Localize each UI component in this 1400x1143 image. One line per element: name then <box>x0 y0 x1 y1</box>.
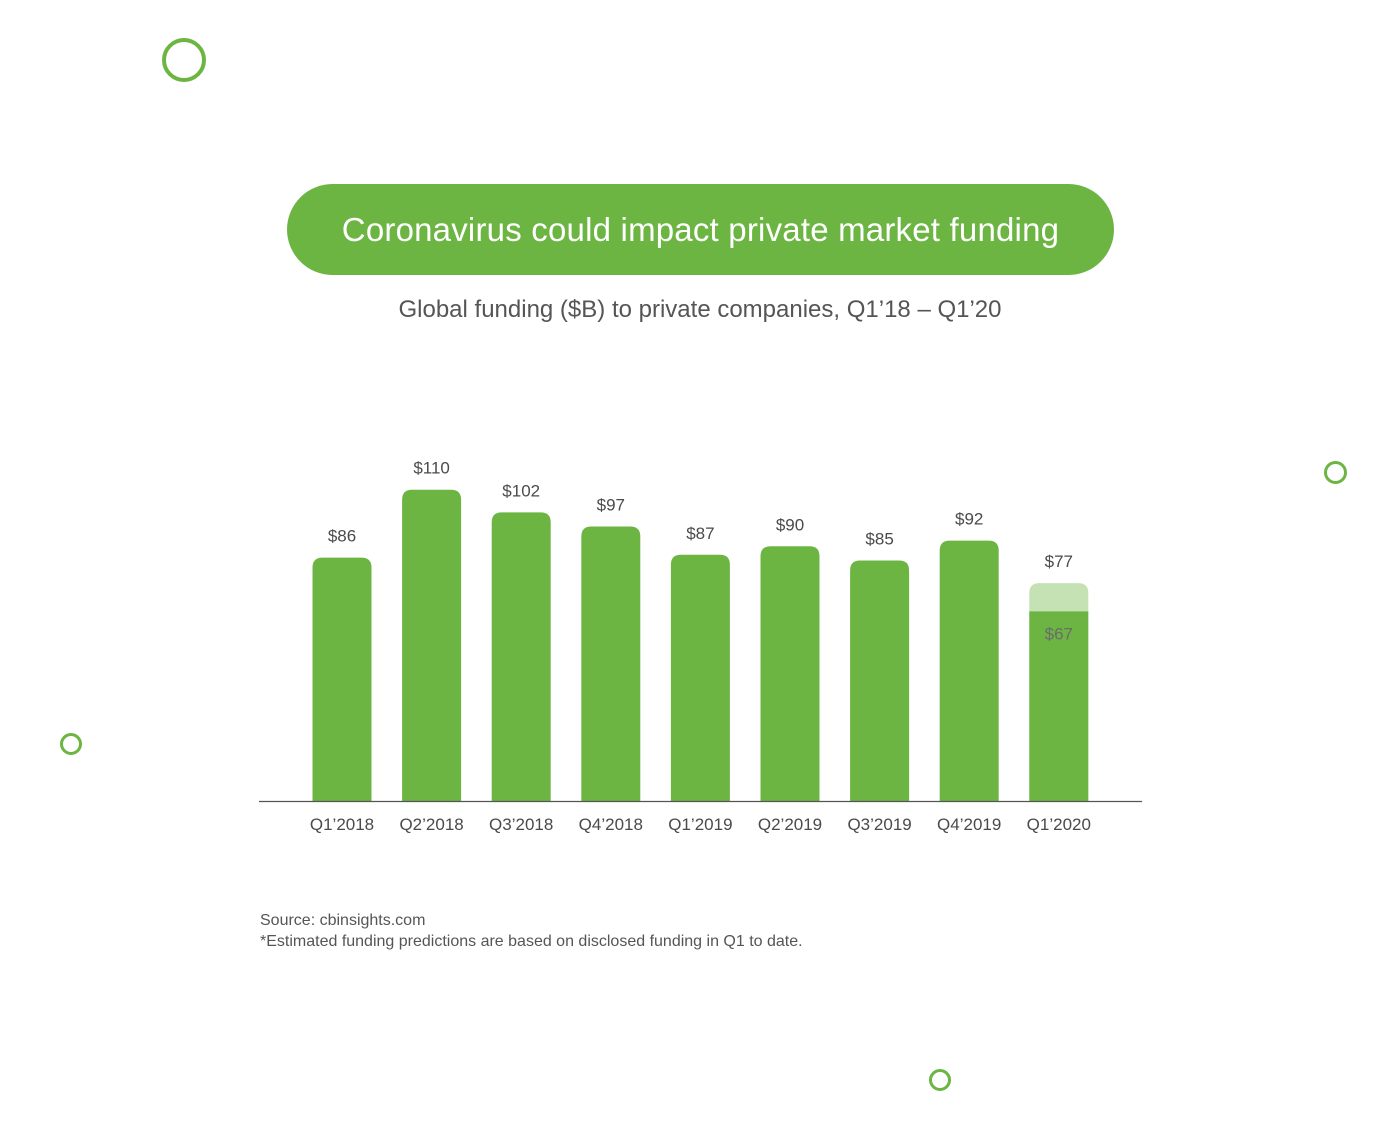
x-tick-label-q1-2020: Q1’2020 <box>1027 815 1091 834</box>
value-label-q4-2018: $97 <box>597 495 625 514</box>
value-label-q3-2018: $102 <box>502 481 540 500</box>
decorative-ring-left <box>60 733 82 755</box>
value-label-q1-2018: $86 <box>328 527 356 546</box>
value-label-q2-2019: $90 <box>776 515 804 534</box>
bar-q4-2019 <box>939 540 999 801</box>
value-label-estimate-q1-2020: $77 <box>1045 552 1073 571</box>
estimate-note: *Estimated funding predictions are based… <box>260 933 803 950</box>
bar-q2-2018 <box>402 489 462 801</box>
x-tick-label-q4-2018: Q4’2018 <box>579 815 643 834</box>
decorative-ring-right <box>1324 461 1347 484</box>
bar-q1-2019 <box>670 554 730 801</box>
x-tick-label-q1-2018: Q1’2018 <box>310 815 374 834</box>
x-tick-label-q1-2019: Q1’2019 <box>668 815 732 834</box>
source-note: Source: cbinsights.com <box>260 912 426 929</box>
value-label-q3-2019: $85 <box>865 529 893 548</box>
value-label-q1-2019: $87 <box>686 524 714 543</box>
bar-q4-2018 <box>581 526 641 801</box>
x-tick-label-q4-2019: Q4’2019 <box>937 815 1001 834</box>
footnotes: Source: cbinsights.com *Estimated fundin… <box>260 910 803 952</box>
x-tick-label-q2-2018: Q2’2018 <box>399 815 463 834</box>
bar-q3-2019 <box>850 560 910 801</box>
value-label-q2-2018: $110 <box>413 459 450 478</box>
labels-layer: $86 Q1’2018 $110 Q2’2018 $102 Q3’2018 $97 Q4’20… <box>310 459 1091 834</box>
decorative-ring-bottom <box>929 1069 951 1091</box>
x-tick-label-q3-2018: Q3’2018 <box>489 815 553 834</box>
value-label-q1-2020: $67 <box>1045 624 1073 643</box>
bar-q1-2020 <box>1029 611 1089 801</box>
x-tick-label-q3-2019: Q3’2019 <box>847 815 911 834</box>
chart-title: Coronavirus could impact private market … <box>287 184 1114 275</box>
x-tick-label-q2-2019: Q2’2019 <box>758 815 822 834</box>
decorative-ring-top-left <box>162 38 206 82</box>
bars-layer <box>312 489 1089 801</box>
bar-q1-2018 <box>312 557 372 801</box>
bar-q3-2018 <box>491 512 551 801</box>
bar-q2-2019 <box>760 546 820 801</box>
value-label-q4-2019: $92 <box>955 510 983 529</box>
chart-subtitle: Global funding ($B) to private companies… <box>398 296 1002 323</box>
